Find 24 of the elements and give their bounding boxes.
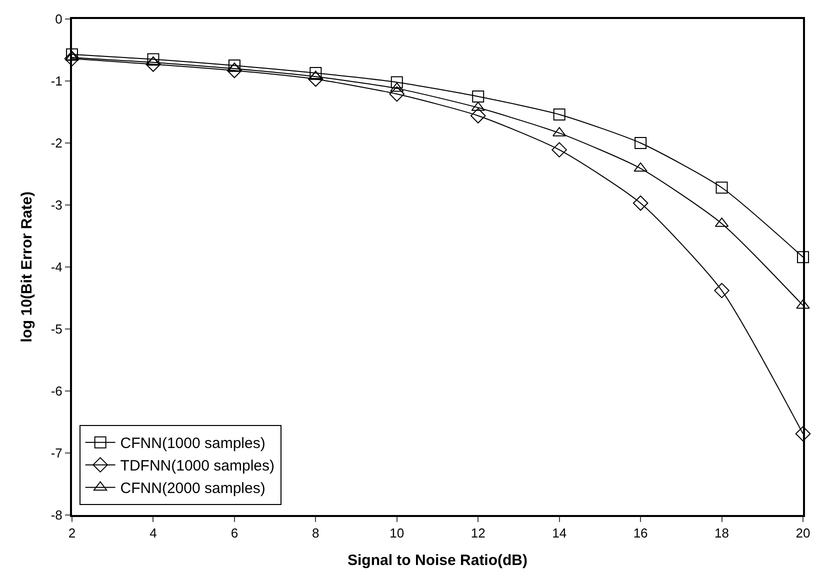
x-tick-label: 10 [390,526,404,541]
y-tick-label: -3 [50,198,62,213]
y-tick-label: -5 [50,322,62,337]
y-tick-label: -2 [50,136,62,151]
y-tick-label: -7 [50,446,62,461]
x-tick-label: 14 [552,526,567,541]
y-tick-label: -4 [50,260,62,275]
x-tick-label: 12 [470,526,486,541]
x-tick-label: 2 [68,526,76,541]
legend-label: CFNN(2000 samples) [120,480,266,498]
x-tick-label: 6 [230,526,238,541]
x-tick-label: 8 [312,526,320,541]
y-tick-label: -1 [50,74,62,89]
y-tick-label: -6 [50,384,62,399]
x-tick-label: 4 [150,526,157,541]
y-tick-label: 0 [55,12,62,27]
x-axis-title: Signal to Noise Ratio(dB) [348,552,528,570]
x-tick-label: 16 [633,526,648,541]
y-axis-title: log 10(Bit Error Rate) [18,192,36,342]
y-tick-label: -8 [50,508,62,523]
legend-label: TDFNN(1000 samples) [120,458,275,475]
legend-label: CFNN(1000 samples) [120,435,266,452]
x-tick-label: 20 [796,526,810,541]
x-tick-label: 18 [714,526,730,541]
